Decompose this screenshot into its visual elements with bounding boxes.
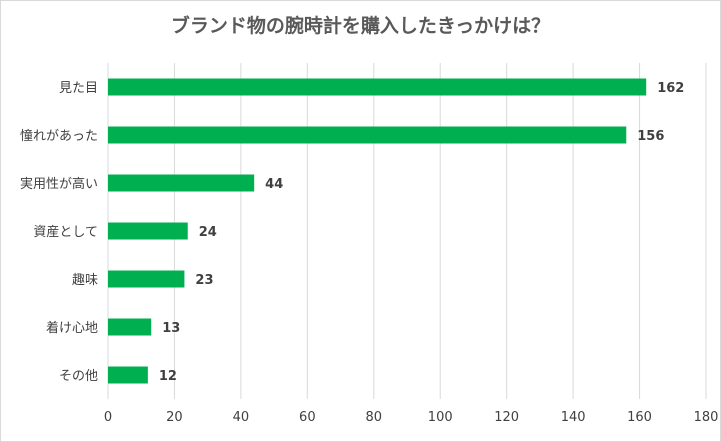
x-tick-label: 100 [428,410,453,425]
data-label: 23 [195,273,213,288]
data-label: 44 [265,177,283,192]
bar [108,174,255,192]
data-label: 24 [199,225,217,240]
x-tick-label: 60 [299,410,316,425]
x-tick-label: 20 [166,410,183,425]
x-tick-label: 160 [627,410,652,425]
category-label: 実用性が高い [20,176,98,192]
chart-title: ブランド物の腕時計を購入したきっかけは？ [170,15,551,37]
data-label: 156 [637,129,664,144]
bar [108,318,152,336]
data-label: 162 [657,81,684,96]
data-label: 12 [159,369,177,384]
category-label: 憧れがあった [20,129,98,144]
x-tick-label: 80 [366,410,383,425]
x-tick-label: 40 [233,410,250,425]
data-label: 13 [162,321,180,336]
bar [108,78,647,96]
category-label: 趣味 [72,273,98,288]
category-label: 着け心地 [46,320,98,336]
bar [108,366,148,384]
category-label: 見た目 [59,81,98,96]
bar [108,270,185,288]
bar [108,126,627,144]
bar [108,222,188,240]
category-label: その他 [59,369,98,384]
x-tick-label: 0 [104,410,112,425]
x-tick-label: 140 [561,410,586,425]
x-tick-label: 180 [694,410,719,425]
category-label: 資産として [33,224,98,240]
x-tick-label: 120 [494,410,519,425]
